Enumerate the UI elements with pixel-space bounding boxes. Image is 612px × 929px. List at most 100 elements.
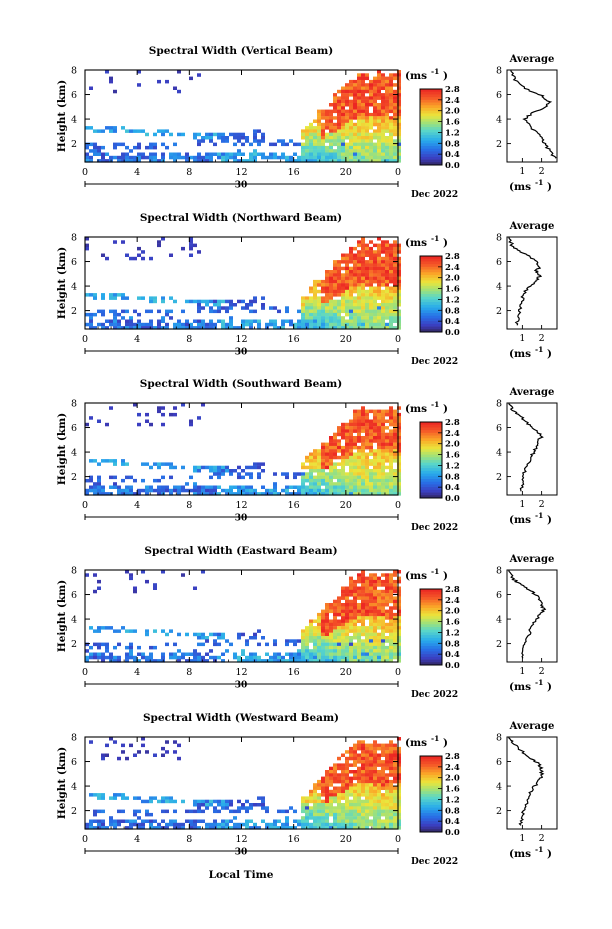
svg-text:): ) — [547, 181, 552, 193]
panel-3: Spectral Width (Southward Beam)8642Heigh… — [56, 378, 558, 533]
colorbar-tick: 0.0 — [445, 494, 460, 504]
x-tick-label: 16 — [288, 167, 300, 178]
panel-1: Spectral Width (Vertical Beam)8642Height… — [56, 45, 558, 200]
x-tick-label: 16 — [288, 334, 300, 345]
colorbar-tick: 2.8 — [445, 252, 460, 262]
panel-title: Spectral Width (Westward Beam) — [143, 712, 339, 724]
y-tick-label: 8 — [71, 399, 77, 410]
profile-x-tick: 2 — [539, 666, 545, 677]
x-tick-label: 20 — [340, 834, 352, 845]
colorbar-tick: 2.0 — [445, 107, 460, 117]
x-tick-label: 0 — [82, 834, 88, 845]
y-tick-label: 6 — [71, 257, 77, 268]
colorbar — [419, 755, 443, 833]
colorbar-tick: 0.8 — [445, 306, 460, 316]
profile-x-label: (ms — [509, 181, 531, 193]
colorbar-tick: 0.8 — [445, 472, 460, 482]
profile-x-tick: 2 — [539, 833, 545, 844]
day-label: 30 — [235, 348, 248, 358]
panel-title: Spectral Width (Southward Beam) — [140, 378, 342, 390]
panel-2: Spectral Width (Northward Beam)8642Heigh… — [56, 212, 558, 367]
svg-text:-1: -1 — [431, 400, 439, 409]
profile-y-tick: 6 — [496, 757, 502, 768]
date-label: Dec 2022 — [411, 357, 458, 367]
x-tick-label: 8 — [186, 667, 192, 678]
x-tick-label: 8 — [186, 167, 192, 178]
profile-x-tick: 2 — [539, 499, 545, 510]
x-tick-label: 12 — [235, 334, 247, 345]
y-tick-label: 8 — [71, 233, 77, 244]
profile-y-tick: 4 — [496, 282, 502, 293]
colorbar-tick: 0.8 — [445, 139, 460, 149]
x-tick-label: 20 — [340, 667, 352, 678]
x-tick-label: 0 — [82, 500, 88, 511]
colorbar-tick: 0.8 — [445, 639, 460, 649]
x-tick-label: 16 — [288, 667, 300, 678]
profile-frame — [506, 569, 558, 663]
colorbar-tick: 0.0 — [445, 828, 460, 838]
colorbar-tick: 1.6 — [445, 785, 460, 795]
y-tick-label: 6 — [71, 590, 77, 601]
y-axis-label: Height (km) — [56, 80, 68, 152]
x-tick-label: 0 — [395, 667, 401, 678]
colorbar-tick: 0.4 — [445, 650, 460, 660]
colorbar-tick: 2.8 — [445, 585, 460, 595]
day-label: 30 — [235, 181, 248, 191]
colorbar-tick: 2.4 — [445, 96, 460, 106]
profile-title: Average — [509, 54, 555, 65]
x-tick-label: 12 — [235, 500, 247, 511]
profile-frame — [506, 402, 558, 496]
profile-frame — [506, 69, 558, 163]
panel-4: Spectral Width (Eastward Beam)8642Height… — [56, 545, 558, 700]
profile-y-tick: 2 — [496, 806, 502, 817]
panel-5: Spectral Width (Westward Beam)8642Height… — [56, 712, 558, 867]
x-tick-label: 12 — [235, 834, 247, 845]
average-profile-line — [508, 569, 547, 659]
average-profile-line — [508, 236, 543, 326]
y-axis-label: Height (km) — [56, 580, 68, 652]
colorbar-tick: 0.4 — [445, 483, 460, 493]
y-axis-label: Height (km) — [56, 247, 68, 319]
profile-x-tick: 2 — [539, 166, 545, 177]
profile-y-tick: 4 — [496, 115, 502, 126]
y-tick-label: 2 — [71, 139, 77, 150]
svg-text:): ) — [547, 848, 552, 860]
y-tick-label: 2 — [71, 639, 77, 650]
svg-text:): ) — [547, 681, 552, 693]
colorbar-tick: 0.0 — [445, 161, 460, 171]
colorbar-tick: 2.0 — [445, 274, 460, 284]
profile-y-tick: 2 — [496, 306, 502, 317]
x-tick-label: 0 — [395, 500, 401, 511]
x-tick-label: 20 — [340, 167, 352, 178]
colorbar-tick: 1.6 — [445, 118, 460, 128]
profile-x-tick: 1 — [519, 333, 525, 344]
profile-y-tick: 4 — [496, 448, 502, 459]
x-tick-label: 4 — [134, 167, 140, 178]
date-label: Dec 2022 — [411, 857, 458, 867]
svg-text:-1: -1 — [535, 178, 543, 187]
profile-y-tick: 8 — [496, 566, 502, 577]
colorbar-tick: 0.0 — [445, 661, 460, 671]
y-tick-label: 2 — [71, 806, 77, 817]
profile-title: Average — [509, 387, 555, 398]
average-profile-line — [510, 69, 557, 159]
x-tick-label: 8 — [186, 500, 192, 511]
profile-x-tick: 1 — [519, 499, 525, 510]
y-tick-label: 6 — [71, 423, 77, 434]
colorbar-tick: 2.0 — [445, 774, 460, 784]
heatmap-cells — [85, 70, 401, 163]
colorbar — [419, 255, 443, 333]
day-label: 30 — [235, 848, 248, 858]
profile-frame — [506, 736, 558, 830]
day-label: 30 — [235, 681, 248, 691]
colorbar-unit: (ms — [405, 70, 427, 82]
profile-y-tick: 2 — [496, 139, 502, 150]
colorbar-tick: 1.2 — [445, 628, 460, 638]
profile-y-tick: 2 — [496, 472, 502, 483]
profile-x-label: (ms — [509, 848, 531, 860]
y-tick-label: 6 — [71, 90, 77, 101]
colorbar-tick: 1.2 — [445, 795, 460, 805]
svg-text:): ) — [547, 348, 552, 360]
svg-text:): ) — [547, 514, 552, 526]
colorbar-tick: 2.0 — [445, 607, 460, 617]
